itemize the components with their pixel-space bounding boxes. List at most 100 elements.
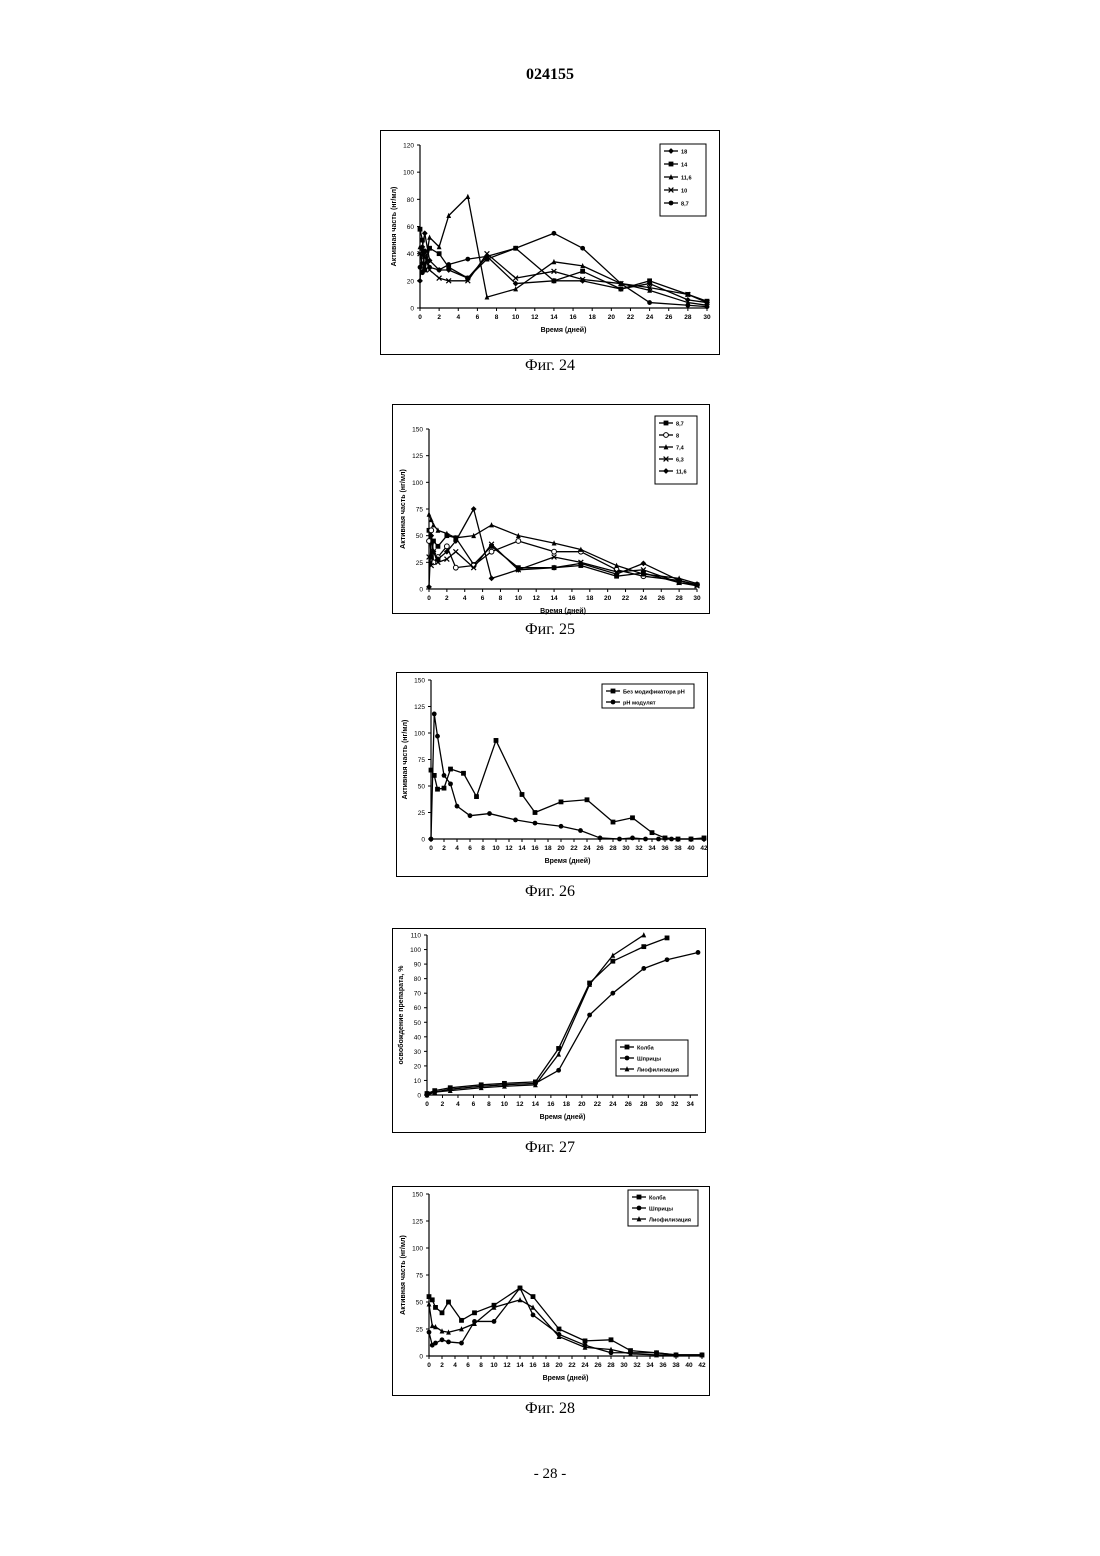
- figure-24: 0204060801001200246810121416182022242628…: [380, 130, 720, 355]
- x-tick-label: 14: [518, 845, 526, 852]
- series-1: [427, 1286, 705, 1358]
- x-tick-label: 14: [516, 1362, 524, 1369]
- x-tick-label: 36: [661, 845, 669, 852]
- y-tick-label: 10: [414, 1078, 422, 1085]
- data-point: [489, 522, 494, 527]
- legend-marker: [625, 1056, 630, 1061]
- data-point: [689, 837, 694, 842]
- legend-label: 7,4: [676, 445, 685, 451]
- data-point: [435, 734, 440, 739]
- y-tick-label: 100: [414, 731, 425, 738]
- page-number: - 28 -: [0, 1466, 1100, 1483]
- y-tick-label: 75: [418, 757, 426, 764]
- data-point: [489, 549, 494, 554]
- legend: 181411,6108,7: [660, 144, 706, 216]
- y-tick-label: 0: [417, 1093, 421, 1100]
- x-tick-label: 8: [479, 1362, 483, 1369]
- legend-label: Лиофилизация: [649, 1216, 691, 1223]
- x-tick-label: 20: [578, 1101, 586, 1108]
- y-tick-label: 50: [416, 1300, 424, 1307]
- data-point: [494, 738, 499, 743]
- x-tick-label: 34: [687, 1101, 695, 1108]
- x-tick-label: 4: [453, 1362, 457, 1369]
- data-point: [619, 281, 624, 286]
- x-tick-label: 8: [487, 1101, 491, 1108]
- data-point: [459, 1318, 464, 1323]
- x-tick-label: 26: [594, 1362, 602, 1369]
- series-2: [429, 712, 707, 842]
- y-tick-label: 25: [416, 560, 424, 567]
- legend-marker: [664, 433, 669, 438]
- data-point: [448, 781, 453, 786]
- x-tick-label: 14: [550, 595, 558, 602]
- x-axis-label: Время (дней): [540, 607, 586, 615]
- y-tick-label: 40: [407, 251, 415, 258]
- y-tick-label: 60: [414, 1005, 422, 1012]
- data-point: [513, 286, 518, 291]
- x-tick-label: 42: [700, 845, 708, 852]
- x-tick-label: 16: [529, 1362, 537, 1369]
- series-line: [431, 714, 704, 839]
- x-tick-label: 22: [627, 314, 635, 321]
- data-point: [459, 1341, 464, 1346]
- data-point: [531, 1294, 536, 1299]
- figure-26: 0255075100125150024681012141618202224262…: [396, 672, 708, 877]
- x-tick-label: 8: [495, 314, 499, 321]
- legend-label: 14: [681, 162, 688, 168]
- chart-svg: 0204060801001200246810121416182022242628…: [380, 130, 720, 355]
- y-tick-label: 25: [418, 810, 426, 817]
- legend: Без модификатора pHpH модулят: [602, 684, 694, 708]
- y-tick-label: 20: [407, 278, 415, 285]
- x-tick-label: 32: [671, 1101, 679, 1108]
- series-line: [420, 233, 707, 306]
- x-tick-label: 30: [620, 1362, 628, 1369]
- x-tick-label: 14: [532, 1101, 540, 1108]
- data-point: [492, 1319, 497, 1324]
- x-tick-label: 10: [512, 314, 520, 321]
- x-tick-label: 24: [581, 1362, 589, 1369]
- data-point: [471, 506, 477, 512]
- x-tick-label: 18: [589, 314, 597, 321]
- series-2: [427, 1286, 705, 1358]
- data-point: [650, 830, 655, 835]
- y-tick-label: 100: [412, 1246, 423, 1253]
- y-tick-label: 150: [412, 427, 423, 434]
- legend-marker: [637, 1195, 642, 1200]
- x-tick-label: 28: [609, 845, 617, 852]
- legend-marker: [611, 689, 616, 694]
- data-point: [518, 1286, 523, 1291]
- x-tick-label: 12: [505, 845, 513, 852]
- legend-label: 8: [676, 433, 679, 439]
- x-tick-label: 42: [698, 1362, 706, 1369]
- series-line: [429, 544, 697, 586]
- legend-marker: [611, 700, 616, 705]
- data-point: [432, 712, 437, 717]
- y-tick-label: 50: [416, 533, 424, 540]
- x-tick-label: 16: [531, 845, 539, 852]
- data-point: [520, 792, 525, 797]
- data-point: [427, 1330, 432, 1335]
- data-point: [617, 837, 622, 842]
- series-4: [427, 542, 700, 588]
- x-tick-label: 26: [625, 1101, 633, 1108]
- legend-label: Лиофилизация: [637, 1066, 679, 1073]
- x-tick-label: 36: [659, 1362, 667, 1369]
- x-tick-label: 22: [568, 1362, 576, 1369]
- series-line: [429, 530, 697, 584]
- series-1: [417, 230, 710, 305]
- x-tick-label: 26: [665, 314, 673, 321]
- data-point: [556, 1068, 561, 1073]
- legend: КолбаШприцыЛиофилизация: [616, 1040, 688, 1076]
- y-axis-label: Активная часть (нг/мл): [400, 469, 407, 549]
- y-tick-label: 100: [410, 947, 421, 954]
- x-tick-label: 18: [544, 845, 552, 852]
- x-tick-label: 24: [646, 314, 654, 321]
- x-axis-label: Время (дней): [540, 1113, 586, 1121]
- data-point: [430, 1297, 435, 1302]
- data-point: [433, 1305, 438, 1310]
- legend-label: Шприцы: [637, 1056, 661, 1062]
- y-tick-label: 125: [412, 453, 423, 460]
- x-tick-label: 0: [427, 595, 431, 602]
- y-tick-label: 0: [421, 837, 425, 844]
- data-point: [647, 300, 652, 305]
